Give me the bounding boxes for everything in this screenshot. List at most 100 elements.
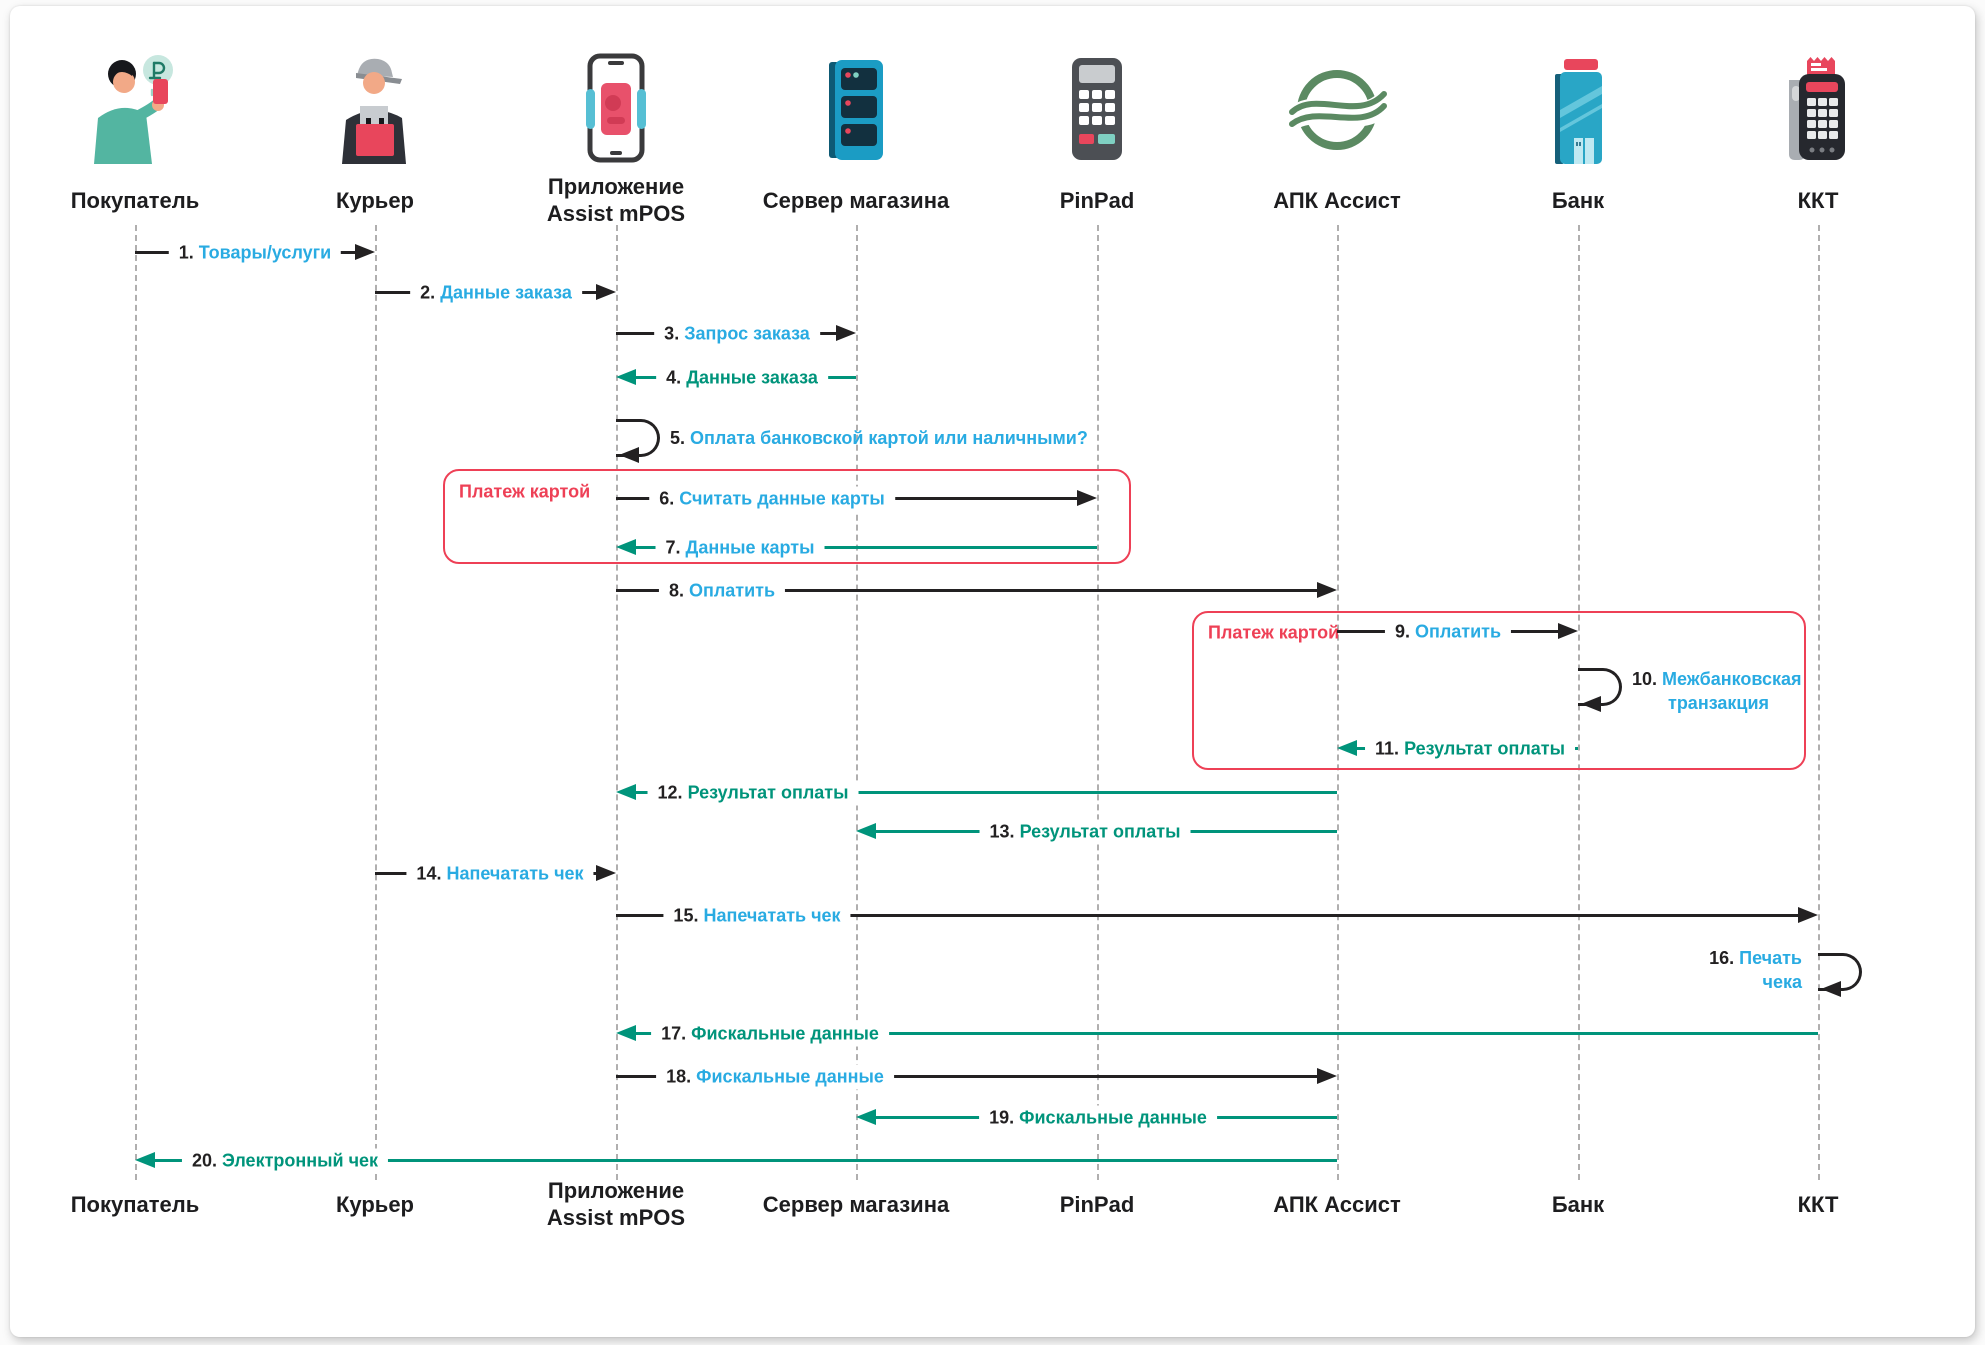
- actor-label-line: Сервер магазина: [762, 1191, 950, 1217]
- actor-label-line: ККТ: [1797, 1191, 1839, 1217]
- actor-label-line: PinPad: [1059, 187, 1135, 213]
- message-label-11: 11. Результат оплаты: [1365, 736, 1575, 761]
- message-number: 10.: [1632, 669, 1658, 689]
- message-arrowhead-4: [616, 369, 636, 385]
- actor-top-label-bank: Банк: [1448, 172, 1708, 228]
- message-label-20: 20. Электронный чек: [181, 1148, 389, 1173]
- message-text: Данные заказа: [686, 367, 818, 387]
- actor-label-line: Банк: [1551, 187, 1605, 213]
- lifeline-buyer: [135, 225, 137, 1180]
- message-line-15: [616, 914, 1802, 917]
- group-frame-card-payment-2: [1192, 611, 1806, 770]
- message-text: Фискальные данные: [696, 1066, 884, 1086]
- actor-label-line: Assist mPOS: [546, 201, 686, 226]
- group-frame-card-payment-1: [443, 469, 1131, 564]
- message-number: 15.: [673, 905, 699, 925]
- actor-bottom-label-server: Сервер магазина: [726, 1176, 986, 1232]
- message-label-line: транзакция: [1668, 691, 1802, 715]
- message-label-10: 10. Межбанковская транзакция: [1632, 667, 1802, 715]
- actor-top-label-app: Приложение Assist mPOS: [486, 172, 746, 228]
- message-text: Печать: [1739, 948, 1802, 968]
- message-text: Оплата банковской картой или наличными?: [690, 428, 1088, 448]
- message-label-19: 19. Фискальные данные: [979, 1105, 1217, 1130]
- actor-bottom-label-buyer: Покупатель: [5, 1176, 265, 1232]
- message-line-20: [151, 1159, 1337, 1162]
- actor-bottom-label-assist: АПК Ассист: [1207, 1176, 1467, 1232]
- message-number: 6.: [659, 488, 675, 508]
- message-line-18: [616, 1075, 1321, 1078]
- message-arrowhead-2: [596, 284, 616, 300]
- actor-bottom-label-bank: Банк: [1448, 1176, 1708, 1232]
- bank-icon: [1513, 52, 1643, 164]
- message-arrowhead-15: [1798, 907, 1818, 923]
- actor-top-label-buyer: Покупатель: [5, 172, 265, 228]
- message-text: Товары/услуги: [198, 242, 332, 262]
- message-label-8: 8. Оплатить: [658, 578, 786, 603]
- pinpad-icon: [1032, 52, 1162, 164]
- actor-label-line: Курьер: [335, 1191, 414, 1217]
- message-number: 3.: [664, 323, 680, 343]
- group-label-card-payment-1: Платеж картой: [459, 481, 591, 502]
- message-text: Результат оплаты: [1404, 738, 1565, 758]
- message-arrowhead-19: [856, 1109, 876, 1125]
- message-text: Напечатать чек: [703, 905, 841, 925]
- actor-label-line: Банк: [1551, 1191, 1605, 1217]
- message-line-17: [632, 1032, 1818, 1035]
- message-number: 4.: [666, 367, 682, 387]
- actor-bottom-label-kkt: ККТ: [1688, 1176, 1948, 1232]
- message-label-14: 14. Напечатать чек: [406, 861, 594, 886]
- message-line-8: [616, 589, 1321, 592]
- self-loop-arrowhead-16: [1821, 981, 1841, 997]
- message-arrowhead-17: [616, 1025, 636, 1041]
- message-text: Межбанковская: [1662, 669, 1802, 689]
- assist-logo-icon: [1272, 52, 1402, 164]
- message-arrowhead-14: [596, 865, 616, 881]
- actor-bottom-label-courier: Курьер: [245, 1176, 505, 1232]
- message-number: 18.: [666, 1066, 692, 1086]
- message-arrowhead-13: [856, 823, 876, 839]
- message-label-13: 13. Результат оплаты: [979, 819, 1191, 844]
- message-number: 9.: [1394, 621, 1410, 641]
- actor-label-line: Приложение: [547, 174, 685, 199]
- message-label-line: 5. Оплата банковской картой или наличным…: [670, 426, 1088, 450]
- actor-label-line: Покупатель: [70, 187, 200, 213]
- message-arrowhead-11: [1337, 740, 1357, 756]
- server-icon: [791, 52, 921, 164]
- message-label-17: 17. Фискальные данные: [651, 1021, 889, 1046]
- message-line-12: [632, 791, 1337, 794]
- smartphone-app-icon: [551, 52, 681, 164]
- message-arrowhead-20: [135, 1152, 155, 1168]
- message-text: Напечатать чек: [446, 863, 584, 883]
- message-arrowhead-9: [1558, 623, 1578, 639]
- lifeline-assist: [1337, 225, 1339, 1180]
- message-label-9: 9. Оплатить: [1384, 619, 1512, 644]
- message-label-4: 4. Данные заказа: [656, 365, 828, 390]
- message-arrowhead-1: [355, 244, 375, 260]
- actor-top-label-pinpad: PinPad: [967, 172, 1227, 228]
- message-label-18: 18. Фискальные данные: [656, 1064, 894, 1089]
- message-arrowhead-18: [1317, 1068, 1337, 1084]
- message-text: Результат оплаты: [1019, 821, 1181, 841]
- actor-label-line: ККТ: [1797, 187, 1839, 213]
- message-text: Данные заказа: [440, 282, 572, 302]
- message-label-line: 16. Печать: [1709, 946, 1802, 970]
- message-label-12: 12. Результат оплаты: [647, 780, 859, 805]
- message-label-7: 7. Данные карты: [655, 535, 825, 560]
- actor-label-line: Курьер: [335, 187, 414, 213]
- message-text: Запрос заказа: [684, 323, 810, 343]
- actor-top-label-kkt: ККТ: [1688, 172, 1948, 228]
- message-number: 1.: [178, 242, 194, 262]
- message-label-16: 16. Печать чека: [1709, 946, 1802, 994]
- self-loop-arrowhead-5: [619, 447, 639, 463]
- actor-label-line: Покупатель: [70, 1191, 200, 1217]
- message-text: Считать данные карты: [679, 488, 885, 508]
- message-text: Данные карты: [685, 537, 815, 557]
- message-text: Фискальные данные: [691, 1023, 879, 1043]
- actor-label-line: Приложение: [547, 1178, 685, 1203]
- actor-label-line: Assist mPOS: [546, 1205, 686, 1230]
- message-text: чека: [1762, 972, 1802, 992]
- message-label-15: 15. Напечатать чек: [663, 903, 851, 928]
- self-loop-arrowhead-10: [1581, 696, 1601, 712]
- lifeline-server: [856, 225, 858, 1180]
- message-text: Оплатить: [688, 580, 776, 600]
